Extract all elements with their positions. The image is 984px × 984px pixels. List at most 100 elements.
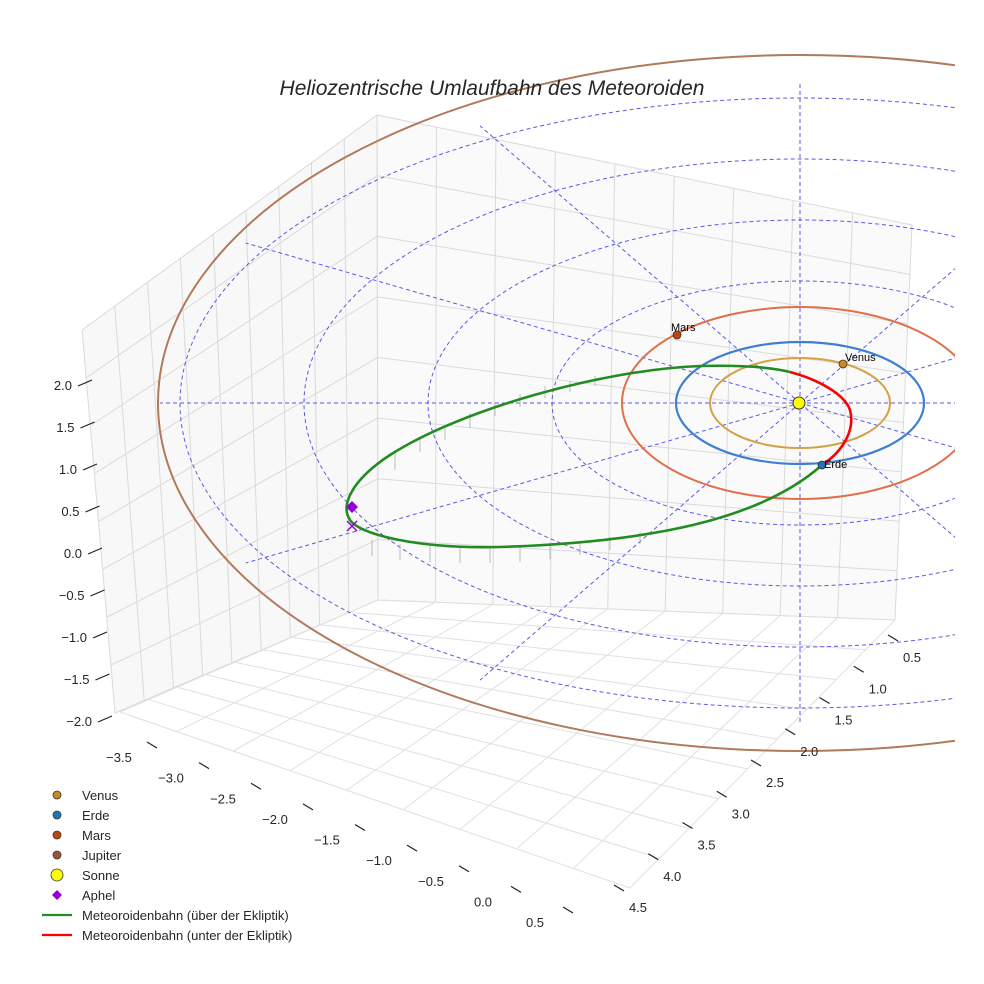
y-axis-tick-label: 3.0 [732, 806, 750, 821]
planet-markers: Venus Erde Mars [671, 322, 876, 471]
legend-label: Jupiter [82, 848, 122, 863]
floor-grid-line [177, 686, 690, 829]
z-axis-tick-label: 1.0 [59, 462, 77, 477]
left-pane [82, 115, 378, 713]
x-axis-tick [406, 844, 418, 852]
z-axis-tick-label: −0.5 [59, 588, 85, 603]
y-axis-tick-label: 1.5 [834, 713, 852, 728]
x-axis-tick-label: −0.5 [418, 874, 444, 889]
legend-label: Sonne [82, 868, 120, 883]
grid-line [245, 210, 262, 651]
floor-grid-line [572, 617, 838, 869]
legend-swatch [50, 868, 64, 882]
z-axis-tick [80, 421, 95, 429]
erde-marker [817, 460, 827, 470]
chart-title: Heliozentrische Umlaufbahn des Meteoroid… [280, 77, 705, 100]
x-axis-tick-label: −1.5 [314, 833, 340, 848]
floor-grid-line [119, 599, 379, 713]
floor-grid-line [346, 608, 609, 791]
x-axis-tick-label: −3.0 [158, 771, 184, 786]
x-axis-tick [562, 906, 574, 914]
z-axis-tick [90, 589, 105, 597]
z-axis-tick-label: 1.5 [56, 420, 74, 435]
erde-label: Erde [824, 459, 847, 471]
floor-grid-line [629, 619, 896, 889]
z-axis-tick [82, 463, 98, 471]
y-axis-tick [647, 853, 659, 861]
y-axis: 0.5 1.0 1.5 2.0 2.5 3.0 3.5 4.0 4.5 [613, 634, 921, 915]
grid-line [779, 200, 794, 616]
ecliptic-grid [160, 83, 955, 723]
floor-grid-line [320, 624, 837, 681]
z-axis-tick-label: −1.0 [61, 630, 87, 645]
legend-label: Meteoroidenbahn (unter der Ekliptik) [82, 928, 292, 943]
legend-item: Jupiter [52, 848, 122, 863]
legend-item: Venus [52, 788, 119, 803]
x-axis-tick-label: −2.5 [210, 791, 236, 806]
legend-label: Meteoroidenbahn (über der Ekliptik) [82, 908, 289, 923]
floor-grid-line [234, 661, 748, 770]
floor-grid-line [291, 636, 807, 710]
y-axis-tick [784, 728, 796, 736]
ecliptic-radial [799, 268, 955, 404]
orbit-venus [709, 357, 891, 449]
x-axis-tick-label: −2.0 [262, 812, 288, 827]
y-axis-tick [750, 759, 762, 767]
legend-item: Sonne [50, 868, 120, 883]
legend-item: Erde [52, 808, 109, 823]
y-axis-tick-label: 2.5 [766, 775, 784, 790]
legend-swatch [52, 830, 62, 840]
grid-line [81, 329, 116, 714]
z-axis-tick [87, 547, 103, 555]
floor-grid-line [176, 601, 436, 733]
floor-grid-line [289, 606, 551, 772]
z-axis-tick-label: −2.0 [66, 714, 92, 729]
legend-swatch [52, 890, 62, 900]
legend-item: Meteoroidenbahn (unter der Ekliptik) [42, 928, 292, 943]
y-axis-tick-label: 0.5 [903, 650, 921, 665]
floor-grid-line [403, 610, 666, 811]
y-axis-tick-label: 1.0 [869, 681, 887, 696]
ecliptic-radial [799, 402, 955, 538]
ecliptic-radial [479, 125, 801, 404]
ecliptic-radial [245, 402, 801, 564]
x-axis-tick-label: 0.5 [526, 915, 544, 930]
grid-line [147, 282, 174, 688]
axis-panes [81, 114, 913, 889]
floor-grid-line [148, 699, 660, 859]
mars-marker [672, 330, 682, 340]
y-axis-tick-label: 3.5 [697, 838, 715, 853]
z-axis-tick-label: 0.5 [61, 504, 79, 519]
floor-grid-line [349, 611, 866, 651]
grid-line [837, 212, 854, 618]
grid-line [894, 224, 913, 621]
ecliptic-radial [245, 242, 801, 404]
x-axis-tick [146, 741, 158, 749]
y-axis-tick [682, 821, 693, 830]
grid-line [278, 186, 291, 638]
grid-line [722, 188, 735, 614]
grid-line [664, 176, 675, 612]
grid-line [434, 127, 437, 603]
x-axis-tick [198, 762, 210, 770]
legend-label: Mars [82, 828, 111, 843]
z-axis: 2.0 1.5 1.0 0.5 0.0 −0.5 −1.0 −1.5 −2.0 [54, 378, 113, 729]
x-axis-tick [354, 823, 366, 832]
grid-line [114, 306, 145, 701]
x-axis-tick-label: −3.5 [106, 750, 132, 765]
floor-grid-line [233, 604, 494, 752]
sun-marker [792, 396, 806, 410]
legend-swatch [52, 790, 62, 800]
meteoroid-path-above [345, 364, 823, 549]
venus-label: Venus [845, 352, 876, 364]
x-axis-tick [510, 885, 522, 893]
mars-label: Mars [671, 322, 696, 334]
legend: Venus Erde Mars Jupiter Sonne Aphel Meteoroide… [42, 788, 292, 943]
grid-line [492, 139, 497, 605]
z-axis-tick [92, 631, 108, 639]
y-axis-tick-label: 4.0 [663, 869, 681, 884]
legend-label: Aphel [82, 888, 115, 903]
x-axis: −3.5 −3.0 −2.5 −2.0 −1.5 −1.0 −0.5 0.0 0.5 [106, 741, 574, 930]
y-axis-tick [613, 884, 625, 892]
